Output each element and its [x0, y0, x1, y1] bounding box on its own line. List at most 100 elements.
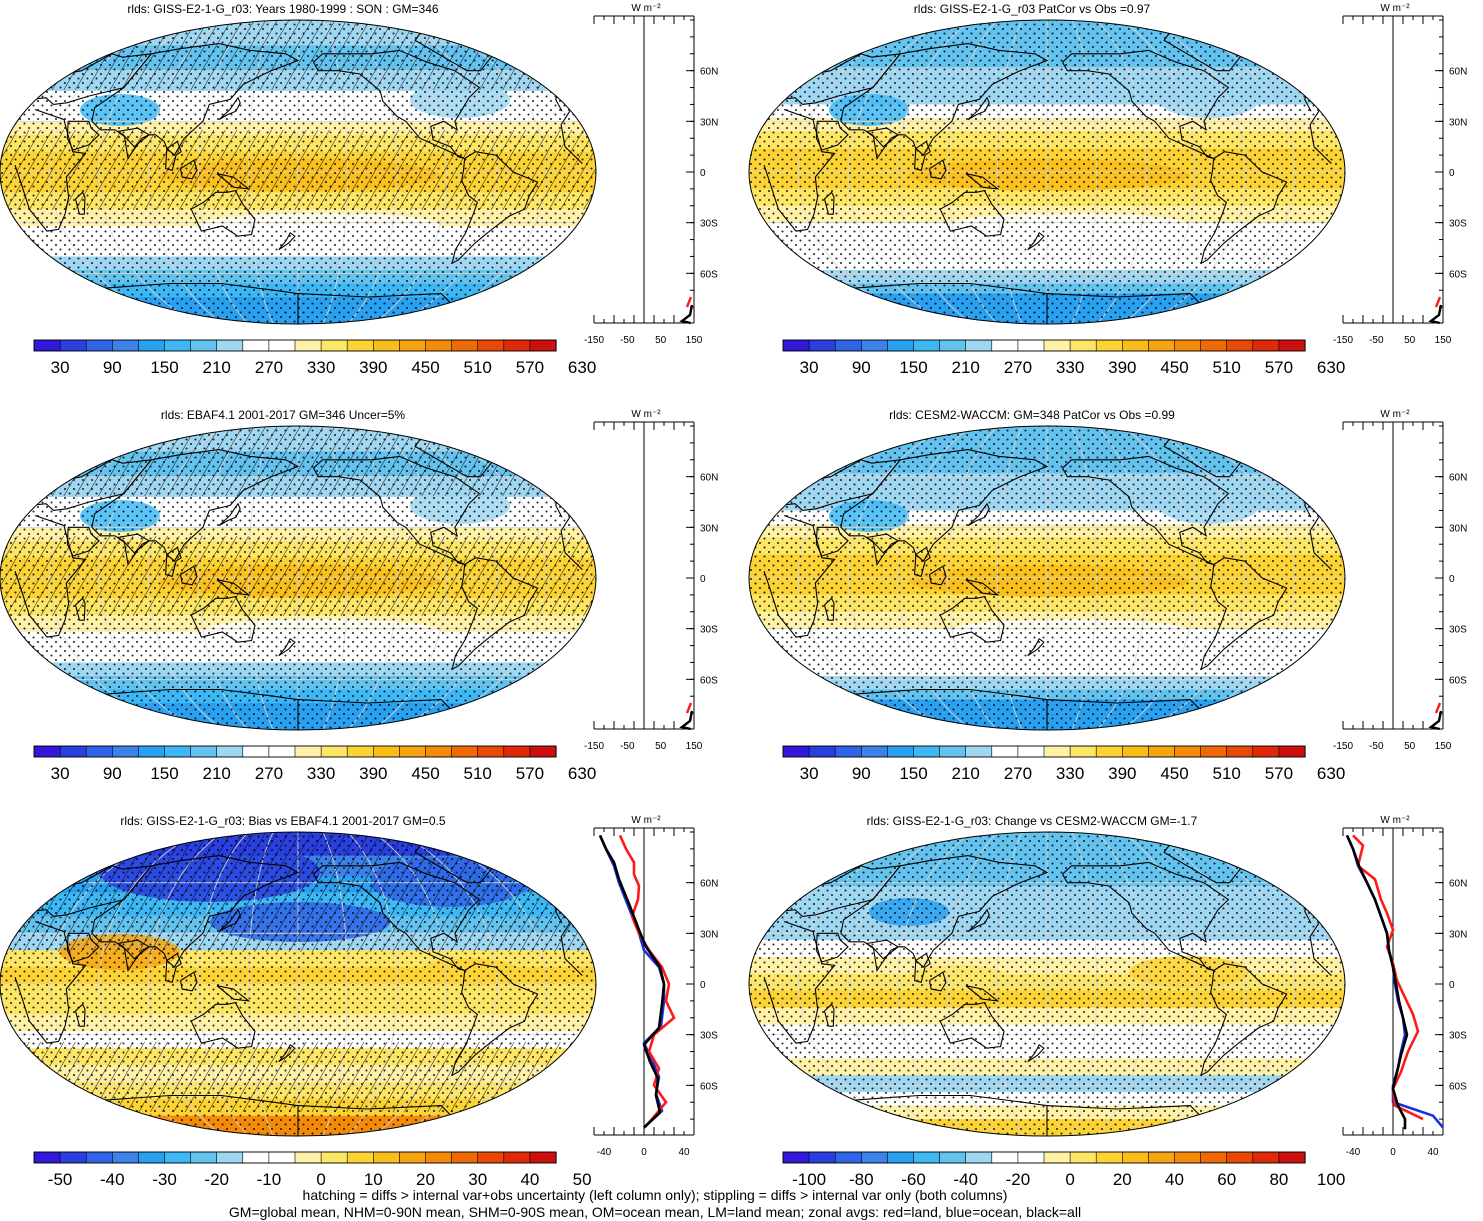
colorbar-swatch [138, 339, 166, 352]
colorbar-swatch [190, 745, 218, 758]
coastline-africa [763, 514, 1332, 638]
zonal-tick-label: -150 [1333, 741, 1353, 752]
zonal-lat-label: 60N [1449, 473, 1467, 484]
colorbar-swatch [861, 745, 889, 758]
colorbar-swatch [834, 1151, 862, 1164]
map-outline [748, 425, 1346, 731]
zonal-unit-label: W m⁻² [631, 3, 661, 14]
colorbar-label: 40 [1165, 1170, 1184, 1189]
zonal-tick-label: 50 [1404, 741, 1416, 752]
hatching-overlay [0, 1042, 596, 1112]
coastline-namerica [313, 49, 481, 160]
colorbar-swatch [529, 339, 557, 352]
colorbar-swatch [425, 339, 453, 352]
colorbar-label: 630 [568, 764, 596, 783]
coastline-samerica [451, 151, 539, 265]
colorbar-swatch [782, 339, 810, 352]
coastline-asia [840, 43, 1049, 156]
zonal-unit-label: W m⁻² [631, 815, 661, 826]
colorbar-swatch [887, 745, 915, 758]
colorbar-swatch [782, 745, 810, 758]
map-outline [0, 425, 597, 731]
colorbar-label: 150 [899, 358, 927, 377]
colorbar-label: 210 [203, 764, 231, 783]
coastline-samerica [451, 557, 539, 671]
colorbar-swatch [991, 339, 1019, 352]
colorbar-swatch [294, 745, 322, 758]
colorbar-swatch [320, 1151, 348, 1164]
colorbar-label: 90 [852, 358, 871, 377]
coastline-antarctica [77, 282, 452, 324]
zonal-tick-label: -50 [1369, 335, 1384, 346]
coastline-namerica [1062, 49, 1230, 160]
colorbar-swatch [1095, 339, 1123, 352]
colorbar-swatch [1278, 339, 1306, 352]
colorbar-swatch [1252, 339, 1280, 352]
colorbar-swatch [112, 745, 140, 758]
coastline-australia [190, 1001, 256, 1049]
colorbar-label: -40 [100, 1170, 125, 1189]
colorbar-swatch [834, 339, 862, 352]
colorbar-label: 270 [1004, 358, 1032, 377]
zonal-unit-label: W m⁻² [631, 409, 661, 420]
zonal-lat-label: 60S [700, 269, 718, 280]
colorbar-label: 510 [464, 764, 492, 783]
colorbar-label: -50 [48, 1170, 73, 1189]
zonal-lat-label: 30S [1449, 625, 1467, 636]
colorbar-swatch [268, 745, 296, 758]
colorbar-swatch [425, 745, 453, 758]
zonal-lat-label: 30N [1449, 523, 1467, 534]
colorbar-swatch [399, 745, 427, 758]
zonal-lat-label: 30N [700, 929, 718, 940]
zonal-lat-label: 0 [1449, 168, 1455, 179]
colorbar-swatch [503, 1151, 531, 1164]
zonal-lat-label: 30S [700, 1031, 718, 1042]
colorbar-label: -40 [953, 1170, 978, 1189]
colorbar-swatch [808, 745, 836, 758]
map-outline [748, 831, 1346, 1137]
colorbar-swatch [59, 745, 87, 758]
coastline-seasia [914, 546, 931, 577]
map-outline [748, 19, 1346, 325]
colorbar-label: 20 [416, 1170, 435, 1189]
colorbar-swatch [164, 339, 192, 352]
colorbar-label: 330 [1056, 358, 1084, 377]
map-body [748, 19, 1346, 325]
coastline-africa [14, 920, 583, 1044]
colorbar-label: 210 [203, 358, 231, 377]
colorbar-swatch [808, 339, 836, 352]
zonal-tick-label: 50 [655, 335, 667, 346]
colorbar-swatch [782, 1151, 810, 1164]
zonal-tick-label: -150 [584, 335, 604, 346]
coastline-india [866, 939, 900, 972]
coastline-asia [91, 449, 300, 562]
coastline-samerica [1200, 557, 1288, 671]
hatching-overlay [0, 130, 596, 210]
colorbar-swatch [991, 1151, 1019, 1164]
colorbar-swatch [216, 339, 244, 352]
coastline-australia [190, 595, 256, 643]
colorbar-swatch [190, 339, 218, 352]
zonal-lat-label: 30N [1449, 929, 1467, 940]
coastline-japan [967, 502, 990, 527]
zonal-lat-label: 30S [700, 625, 718, 636]
panel-p3: rlds: EBAF4.1 2001-2017 GM=346 Uncer=5% … [0, 408, 718, 783]
colorbar-swatch [1043, 1151, 1071, 1164]
coastline-australia [939, 1001, 1005, 1049]
map-title: rlds: GISS-E2-1-G_r03: Change vs CESM2-W… [867, 814, 1198, 828]
colorbar-swatch [451, 1151, 479, 1164]
zonal-lat-label: 60S [700, 1081, 718, 1092]
coastline-newguinea [965, 985, 1000, 1002]
colorbar-label: 0 [316, 1170, 325, 1189]
zonal-tick-label: 0 [1390, 1147, 1396, 1158]
coastline-nz [278, 1043, 296, 1063]
colorbar-swatch [965, 339, 993, 352]
coastline-borneo [928, 159, 947, 180]
colorbar-swatch [33, 1151, 61, 1164]
coastline-africa [14, 108, 583, 232]
colorbar-swatch [965, 1151, 993, 1164]
coastline-borneo [179, 565, 198, 586]
coastline-madagascar [74, 1003, 86, 1027]
colorbar-label: 150 [150, 358, 178, 377]
coastline-madagascar [823, 597, 835, 621]
